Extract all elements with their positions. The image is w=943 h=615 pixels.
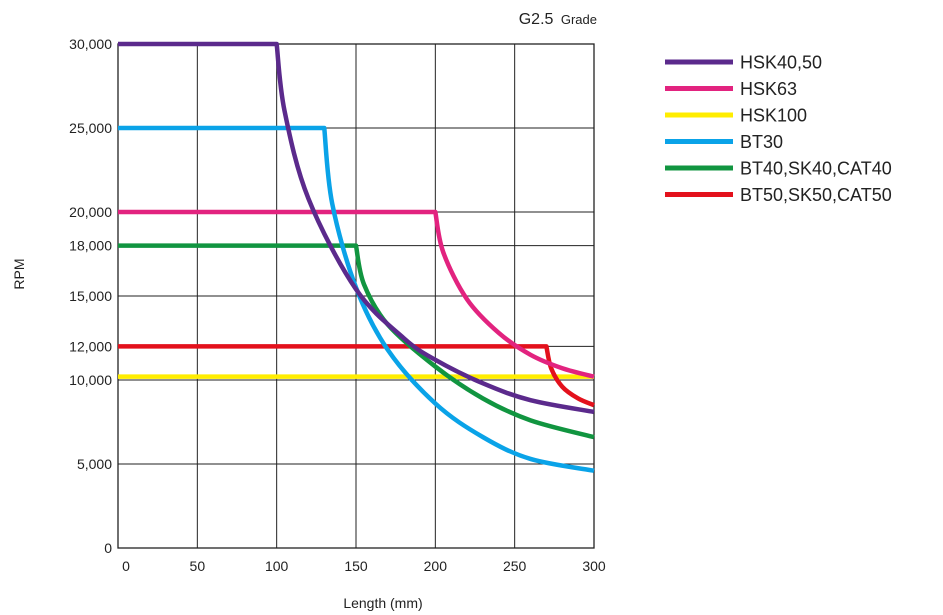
series-line-1 (118, 209, 595, 379)
y-tick-label: 18,000 (69, 238, 112, 254)
y-tick-label: 30,000 (69, 36, 112, 52)
legend-label: HSK40,50 (740, 53, 822, 73)
grade-label: Grade (561, 12, 597, 27)
series-layer (118, 41, 595, 473)
y-tick-label: 0 (104, 540, 112, 556)
x-axis-label: Length (mm) (343, 595, 422, 611)
y-tick-label: 10,000 (69, 372, 112, 388)
series-line-5 (118, 344, 595, 408)
plot-frame (117, 43, 595, 549)
grade-value: G2.5 (519, 11, 554, 28)
series-line-3 (118, 125, 595, 473)
legend-label: BT50,SK50,CAT50 (740, 185, 892, 205)
grid-lines (118, 44, 594, 548)
legend: HSK40,50 HSK63 HSK100 BT30 BT40,SK40,CAT40 BT… (665, 53, 892, 205)
series-line-4 (118, 243, 595, 440)
x-tick-label: 300 (582, 558, 606, 574)
y-tick-label: 20,000 (69, 204, 112, 220)
x-tick-label: 200 (424, 558, 448, 574)
series-line-0 (118, 41, 595, 415)
legend-label: BT40,SK40,CAT40 (740, 159, 892, 179)
legend-label: HSK100 (740, 106, 807, 126)
y-tick-label: 25,000 (69, 120, 112, 136)
x-tick-label: 50 (190, 558, 206, 574)
x-tick-labels: 0 50 100 150 200 250 300 (122, 558, 606, 574)
chart-title: G2.5 Grade (519, 11, 597, 28)
x-tick-label: 100 (265, 558, 289, 574)
legend-label: HSK63 (740, 79, 797, 99)
y-tick-labels: 0 5,000 10,000 12,000 15,000 18,000 20,000 25,0… (69, 36, 112, 556)
x-tick-label: 250 (503, 558, 527, 574)
y-axis-label: RPM (11, 258, 27, 289)
y-tick-label: 5,000 (77, 456, 112, 472)
y-tick-label: 15,000 (69, 288, 112, 304)
x-tick-label: 150 (344, 558, 368, 574)
x-tick-label: 0 (122, 558, 130, 574)
legend-label: BT30 (740, 132, 783, 152)
y-tick-label: 12,000 (69, 338, 112, 354)
